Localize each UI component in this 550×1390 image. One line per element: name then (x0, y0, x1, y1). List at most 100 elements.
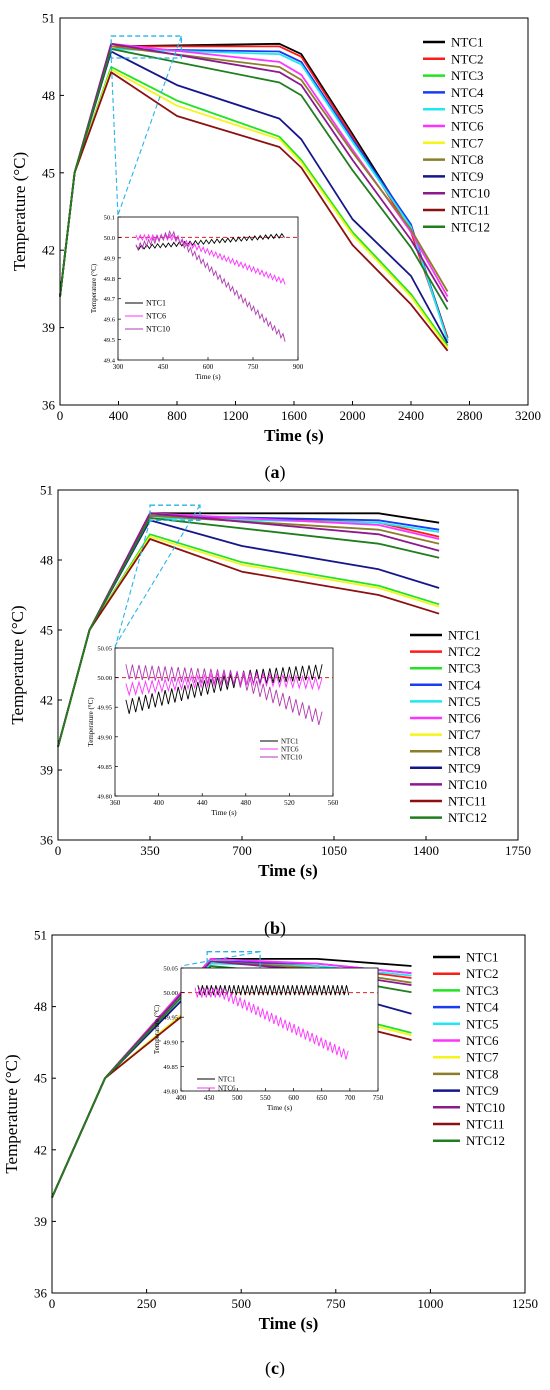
inset-x-tick-label: 300 (113, 363, 124, 371)
inset-y-tick-label: 50.00 (163, 990, 178, 997)
legend-label-ntc3: NTC3 (466, 983, 499, 998)
y-tick-label: 48 (42, 88, 55, 103)
x-tick-label: 350 (140, 843, 160, 858)
inset-series-ntc10 (135, 229, 286, 342)
x-tick-label: 1200 (223, 408, 249, 423)
inset-chart-c: 400 450 500 550 600 650 700 750 49.80 49.85 49.90 4… (153, 966, 384, 1113)
inset-x-tick-label: 480 (241, 799, 252, 807)
legend-label-ntc1: NTC1 (466, 950, 499, 965)
legend-label-ntc9: NTC9 (448, 760, 481, 775)
legend-label-ntc6: NTC6 (466, 1033, 499, 1048)
inset-series-ntc6 (194, 987, 349, 1060)
y-tick-label: 39 (42, 320, 55, 335)
x-tick-label: 500 (231, 1296, 251, 1311)
series-line-ntc11 (59, 71, 449, 352)
inset-x-tick-label: 600 (203, 363, 214, 371)
inset-legend-label-ntc10: NTC10 (146, 325, 170, 334)
inset-frame (117, 216, 299, 361)
series-line-ntc12 (57, 517, 440, 747)
inset-chart-b: 360 400 440 480 520 560 49.80 49.85 49.90 49.95 50… (87, 646, 339, 818)
zoom-highlight-box (110, 35, 183, 59)
x-axis-label: Time (s) (264, 426, 324, 445)
legend-label-ntc7: NTC7 (466, 1050, 499, 1065)
inset-y-tick-label: 49.4 (104, 358, 116, 365)
inset-series-ntc10 (125, 664, 323, 726)
inset-legend-label-ntc6: NTC6 (146, 312, 166, 321)
x-tick-label: 750 (326, 1296, 346, 1311)
inset-x-tick-label: 600 (288, 1094, 299, 1102)
inset-y-tick-label: 50.05 (163, 966, 178, 973)
inset-x-tick-label: 750 (248, 363, 259, 371)
legend-label-ntc11: NTC11 (448, 794, 487, 809)
inset-x-axis-label: Time (s) (267, 1103, 293, 1112)
x-tick-label: 3200 (515, 408, 541, 423)
panel-label-c: (c) (265, 1358, 285, 1378)
legend-label-ntc12: NTC12 (466, 1133, 505, 1148)
y-tick-label: 48 (34, 999, 47, 1014)
legend-label-ntc4: NTC4 (466, 1000, 499, 1015)
inset-x-tick-label: 400 (153, 799, 164, 807)
y-tick-label: 36 (42, 398, 56, 413)
inset-legend-label-ntc1: NTC1 (146, 299, 166, 308)
plot-frame (51, 934, 526, 1294)
x-tick-label: 0 (49, 1296, 56, 1311)
legend-label-ntc12: NTC12 (451, 219, 490, 234)
inset-series-ntc6 (125, 670, 323, 697)
y-tick-label: 39 (34, 1214, 47, 1229)
y-tick-label: 45 (40, 623, 53, 638)
legend-label-ntc8: NTC8 (451, 152, 484, 167)
legend-label-ntc12: NTC12 (448, 810, 487, 825)
y-tick-label: 36 (40, 833, 54, 848)
legend-label-ntc2: NTC2 (451, 51, 484, 66)
zoom-leader-line (114, 504, 201, 647)
inset-y-tick-label: 50.00 (97, 675, 112, 682)
x-tick-label: 700 (232, 843, 252, 858)
legend-label-ntc9: NTC9 (466, 1083, 499, 1098)
chart-panel-a: 0 400 800 1200 1600 2000 2400 2800 3200 36 39 42 45 4… (10, 11, 541, 446)
x-tick-label: 1250 (512, 1296, 538, 1311)
inset-x-tick-label: 750 (373, 1094, 384, 1102)
legend-label-ntc5: NTC5 (451, 102, 484, 117)
inset-x-tick-label: 700 (345, 1094, 356, 1102)
legend-label-ntc4: NTC4 (448, 677, 481, 692)
inset-y-axis-label: Temperature (°C) (90, 263, 98, 313)
y-tick-label: 51 (42, 11, 55, 26)
inset-y-tick-label: 49.95 (163, 1015, 178, 1022)
x-tick-label: 0 (55, 843, 62, 858)
x-axis-label: Time (s) (258, 861, 318, 880)
x-tick-label: 2400 (398, 408, 424, 423)
inset-chart-a: 300 450 600 750 900 49.4 49.5 49.6 49.7 49.8 49.9 5… (90, 215, 304, 382)
inset-y-tick-label: 49.6 (104, 317, 116, 324)
chart-panel-c: 0 250 500 750 1000 1250 36 39 42 45 48 51 Time (s) Te… (2, 928, 538, 1334)
y-tick-label: 45 (42, 165, 55, 180)
x-tick-label: 1750 (505, 843, 531, 858)
legend-label-ntc3: NTC3 (448, 661, 481, 676)
inset-y-tick-label: 49.90 (97, 734, 112, 741)
y-tick-label: 36 (34, 1286, 48, 1301)
inset-y-tick-label: 49.95 (97, 705, 112, 712)
legend-label-ntc6: NTC6 (451, 119, 484, 134)
y-axis-label: Temperature (°C) (8, 605, 27, 724)
x-tick-label: 400 (109, 408, 129, 423)
y-tick-label: 39 (40, 763, 53, 778)
legend-label-ntc10: NTC10 (448, 777, 487, 792)
y-tick-label: 42 (34, 1142, 47, 1157)
inset-x-tick-label: 500 (232, 1094, 243, 1102)
inset-y-axis-label: Temperature (°C) (153, 1004, 161, 1054)
inset-x-tick-label: 450 (158, 363, 169, 371)
inset-x-axis-label: Time (s) (211, 808, 237, 817)
zoom-leader-line (110, 57, 119, 218)
inset-y-tick-label: 49.80 (97, 794, 112, 801)
inset-x-tick-label: 440 (197, 799, 208, 807)
legend-label-ntc9: NTC9 (451, 169, 484, 184)
y-tick-label: 42 (42, 243, 55, 258)
series-line-ntc12 (59, 48, 449, 310)
inset-x-tick-label: 550 (260, 1094, 271, 1102)
legend-label-ntc8: NTC8 (448, 744, 481, 759)
inset-x-tick-label: 520 (284, 799, 295, 807)
legend-label-ntc1: NTC1 (448, 628, 481, 643)
inset-y-tick-label: 49.90 (163, 1039, 178, 1046)
y-tick-label: 51 (34, 928, 47, 943)
x-tick-label: 800 (167, 408, 187, 423)
